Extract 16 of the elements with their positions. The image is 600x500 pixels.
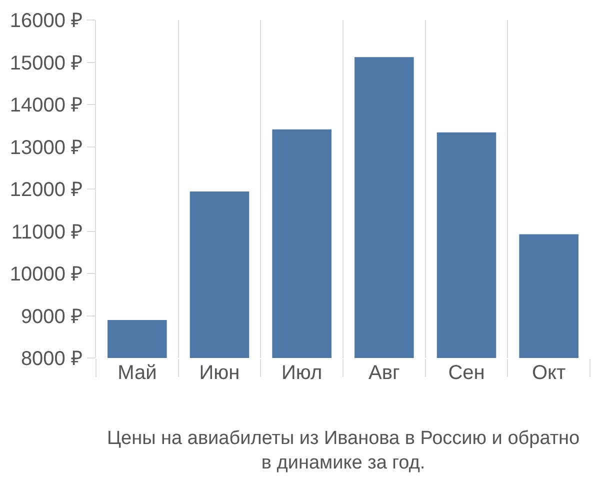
y-tick-label: 13000 ₽ — [10, 136, 83, 159]
y-tick-label: 10000 ₽ — [10, 264, 83, 286]
x-tick-label: Сен — [448, 362, 485, 384]
x-tick-label: Авг — [368, 362, 400, 384]
y-tick-label: 15000 ₽ — [10, 52, 83, 74]
x-tick-label: Май — [118, 362, 157, 384]
text: Цены на авиабилеты из Иванова в Россию и обратно в динамике за год. — [107, 428, 580, 474]
y-tick-label: 9000 ₽ — [20, 306, 83, 328]
y-tick-label: 8000 ₽ — [20, 348, 83, 370]
x-tick-label: Июл — [282, 362, 322, 384]
x-tick-label: Окт — [532, 362, 566, 384]
y-tick-label: 14000 ₽ — [10, 94, 83, 116]
y-tick-label: 12000 ₽ — [10, 179, 83, 201]
y-tick-label: 16000 ₽ — [10, 10, 83, 32]
x-tick-label: Июн — [199, 362, 240, 384]
y-tick-label: 11000 ₽ — [11, 221, 83, 244]
